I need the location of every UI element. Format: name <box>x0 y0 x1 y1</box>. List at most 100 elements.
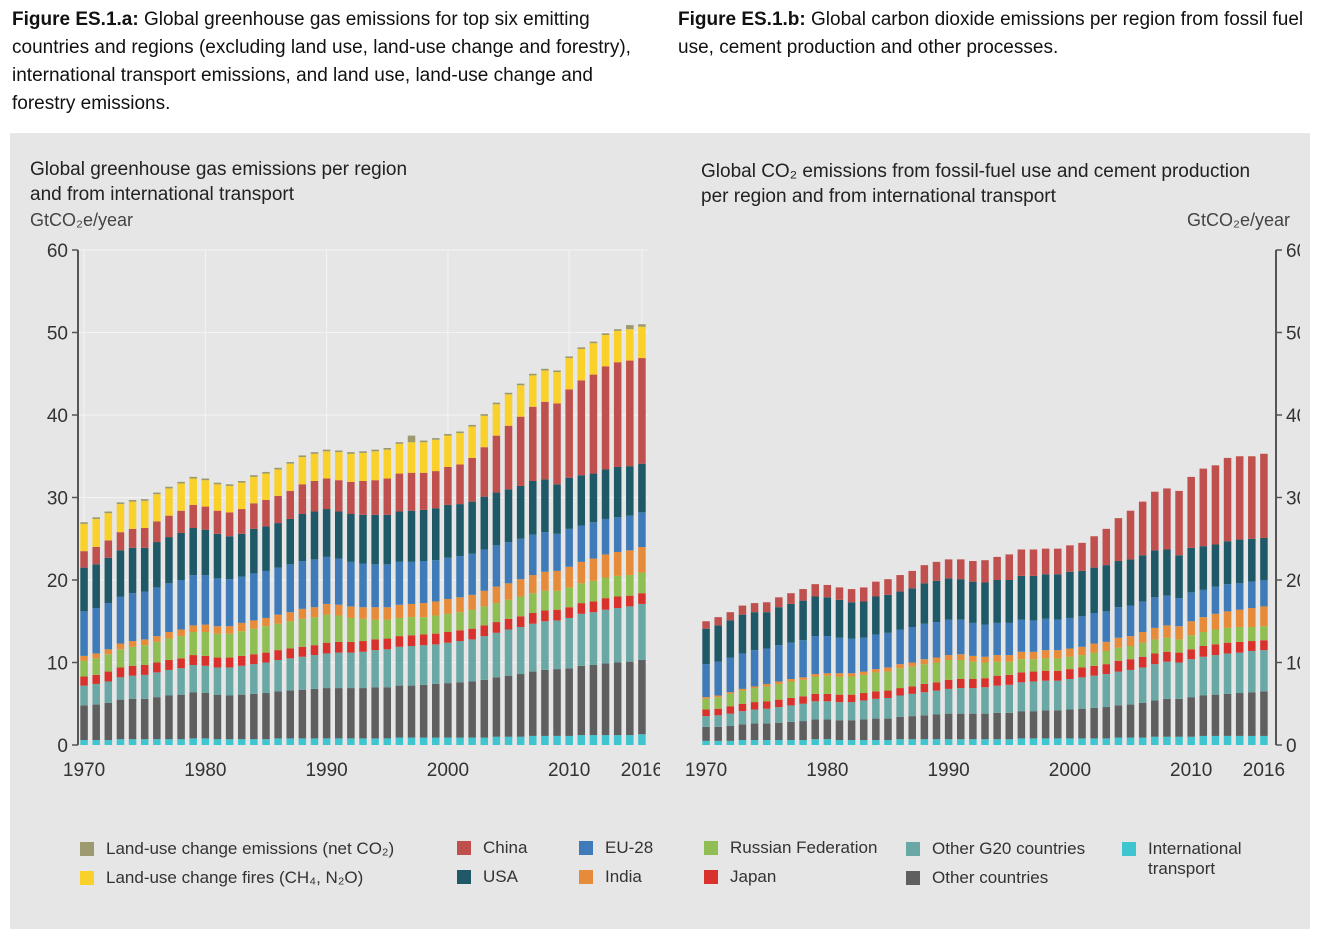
bar-segment-international_transport <box>1163 736 1171 745</box>
bar-segment-other_countries <box>993 712 1001 740</box>
bar-segment-india <box>250 620 258 629</box>
bar-segment-other_g20 <box>213 667 222 695</box>
bar-segment-other_countries <box>444 683 452 738</box>
bar-segment-japan <box>128 665 137 676</box>
bar-segment-other_g20 <box>1102 674 1111 708</box>
bar-segment-international_transport <box>407 737 416 745</box>
bar-segment-international_transport <box>1005 739 1014 745</box>
bar-segment-russia <box>847 676 856 695</box>
bar-segment-other_countries <box>750 723 759 741</box>
bar-segment-india <box>468 594 476 610</box>
bar-segment-other_countries <box>702 726 710 741</box>
bar-segment-india <box>1163 625 1171 638</box>
bar-segment-china <box>1066 545 1074 572</box>
bar-segment-other_g20 <box>1114 671 1123 706</box>
bar-segment-russia <box>981 662 989 679</box>
bar-segment-land_use_net <box>468 424 476 427</box>
x-tick-label: 1990 <box>305 760 347 781</box>
bar-segment-land_use_fires <box>310 453 319 481</box>
bar-segment-usa <box>847 602 856 639</box>
bar-segment-russia <box>565 587 573 608</box>
bar-segment-japan <box>322 642 331 654</box>
bar-segment-international_transport <box>504 736 513 745</box>
bar-segment-japan <box>92 674 100 684</box>
x-tick-label: 1980 <box>184 760 226 781</box>
bar-segment-other_countries <box>432 683 440 738</box>
bar-segment-japan <box>371 639 379 651</box>
bar-segment-international_transport <box>395 737 404 745</box>
bar-segment-other_g20 <box>565 617 573 669</box>
legend-swatch <box>80 871 94 885</box>
x-tick-label: 1970 <box>63 760 105 781</box>
bar-segment-international_transport <box>347 738 355 745</box>
bar-segment-other_countries <box>775 722 783 741</box>
bar-segment-china <box>859 587 868 602</box>
bar-segment-india <box>140 639 149 646</box>
bar-segment-international_transport <box>128 739 137 745</box>
bar-segment-russia <box>1054 658 1062 671</box>
bar-segment-other_g20 <box>444 642 452 684</box>
bar-segment-india <box>128 641 137 647</box>
bar-segment-other_g20 <box>116 677 125 700</box>
bar-segment-other_countries <box>1199 695 1208 736</box>
bar-segment-india <box>787 679 795 682</box>
bar-segment-other_g20 <box>553 620 561 670</box>
bar-segment-china <box>1078 542 1086 571</box>
bar-segment-usa <box>775 607 783 646</box>
bar-segment-other_g20 <box>432 644 440 684</box>
bar-segment-eu28 <box>726 657 735 693</box>
bar-segment-other_countries <box>577 665 586 736</box>
bar-segment-india <box>201 624 210 632</box>
bar-segment-land_use_fires <box>432 439 440 472</box>
bar-segment-india <box>274 614 282 624</box>
bar-segment-japan <box>823 693 832 702</box>
bar-segment-japan <box>1199 646 1208 657</box>
bar-segment-japan <box>738 703 747 712</box>
bar-segment-china <box>823 584 832 598</box>
bar-segment-land_use_fires <box>492 404 501 436</box>
bar-segment-japan <box>726 706 735 714</box>
bar-segment-china <box>468 457 476 502</box>
bar-segment-eu28 <box>1235 583 1244 610</box>
bar-segment-land_use_fires <box>577 349 586 381</box>
bar-segment-russia <box>407 617 416 636</box>
bar-segment-japan <box>237 655 246 666</box>
bar-segment-eu28 <box>116 596 125 644</box>
bar-segment-japan <box>189 655 197 665</box>
bar-segment-india <box>738 688 747 691</box>
bar-segment-india <box>859 671 868 675</box>
bar-segment-other_countries <box>601 663 610 736</box>
bar-segment-india <box>1102 641 1111 651</box>
bar-segment-china <box>286 490 294 519</box>
bar-segment-india <box>286 612 294 622</box>
bar-segment-international_transport <box>165 739 173 745</box>
bar-segment-eu28 <box>165 583 173 632</box>
bar-segment-other_countries <box>1151 700 1159 737</box>
bar-segment-china <box>80 551 88 568</box>
bar-segment-china <box>847 589 856 603</box>
bar-segment-usa <box>908 588 916 628</box>
bar-segment-russia <box>601 577 610 599</box>
bar-segment-russia <box>944 660 953 680</box>
bar-segment-usa <box>80 567 88 612</box>
bar-segment-japan <box>1248 641 1256 651</box>
y-tick-label: 20 <box>1286 571 1300 592</box>
bar-segment-china <box>577 380 586 476</box>
bar-segment-usa <box>1223 541 1232 585</box>
bar-segment-usa <box>601 469 610 519</box>
bar-segment-usa <box>1199 546 1208 590</box>
bar-segment-india <box>383 607 392 620</box>
bar-segment-eu28 <box>702 664 710 698</box>
bar-segment-other_g20 <box>177 668 185 695</box>
bar-segment-china <box>504 425 513 490</box>
bar-segment-india <box>799 677 807 680</box>
bar-segment-land_use_net <box>492 402 501 405</box>
bar-segment-usa <box>529 481 537 535</box>
bar-segment-international_transport <box>944 739 953 745</box>
bar-segment-eu28 <box>1090 613 1098 644</box>
bar-segment-other_countries <box>334 688 343 739</box>
legend-swatch <box>906 842 920 856</box>
bar-segment-international_transport <box>237 739 246 745</box>
bar-segment-other_g20 <box>944 688 953 714</box>
bar-segment-eu28 <box>262 570 270 618</box>
